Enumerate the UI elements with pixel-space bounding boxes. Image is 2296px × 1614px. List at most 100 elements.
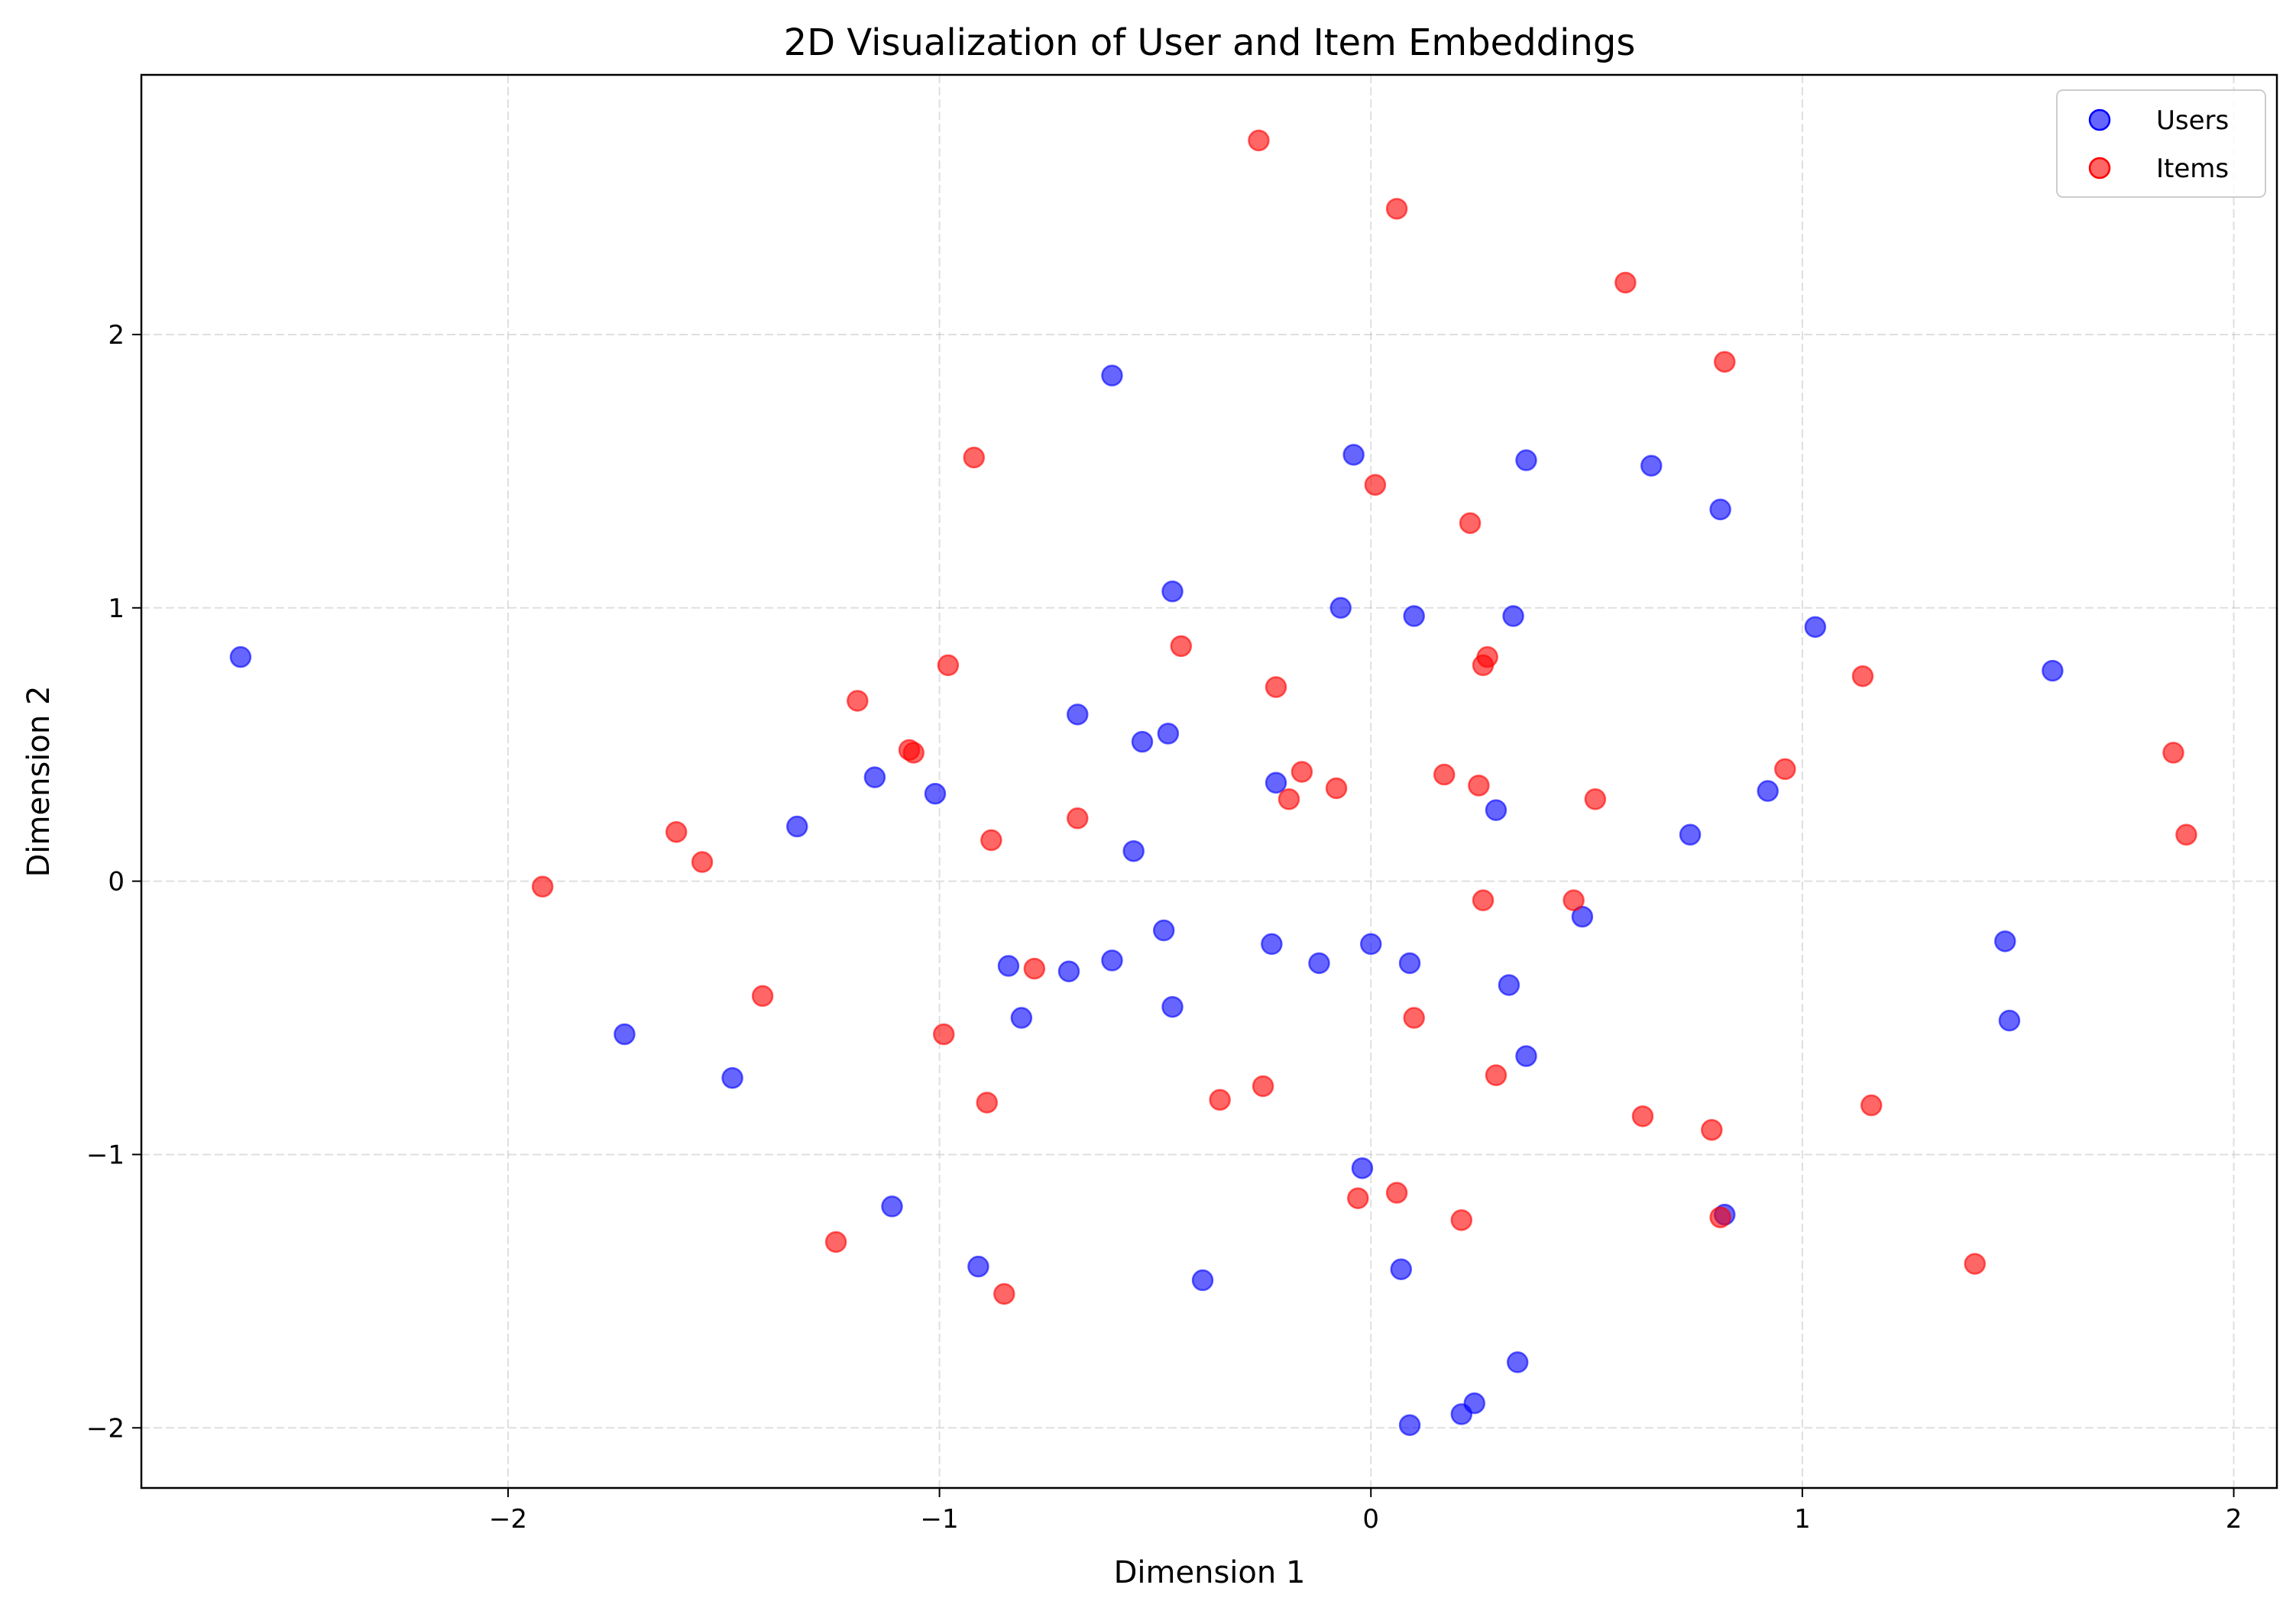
users-point — [2042, 659, 2064, 682]
items-point — [1964, 1253, 1986, 1275]
users-point — [1390, 1258, 1413, 1280]
items-point — [2162, 742, 2184, 764]
items-point — [691, 851, 714, 873]
y-axis-ticks: −2 −1 0 1 2 — [86, 320, 141, 1444]
y-tick-label: −2 — [86, 1413, 125, 1444]
items-point — [1170, 635, 1193, 658]
items-point — [1265, 676, 1287, 698]
users-point — [863, 766, 886, 788]
items-point — [1714, 351, 1736, 373]
grid-lines — [141, 75, 2277, 1488]
items-point — [1278, 788, 1300, 810]
users-point — [1998, 1009, 2021, 1032]
users-point — [1101, 949, 1123, 972]
items-point — [1450, 1209, 1473, 1231]
items-point — [1468, 775, 1490, 797]
users-point — [1359, 933, 1382, 956]
items-point — [1364, 474, 1387, 496]
x-tick-label: −1 — [921, 1504, 959, 1535]
users-point — [786, 815, 808, 838]
users-point — [1351, 1157, 1374, 1179]
items-point — [1563, 889, 1585, 911]
users-point — [1152, 919, 1175, 942]
legend-items-label: Items — [2156, 154, 2229, 184]
users-point — [1010, 1007, 1033, 1029]
items-point — [1290, 761, 1313, 783]
users-point — [614, 1023, 636, 1046]
chart-title: 2D Visualization of User and Item Embedd… — [784, 21, 1636, 64]
items-point — [751, 985, 774, 1008]
users-point — [1502, 605, 1524, 627]
users-point — [1101, 364, 1123, 387]
items-point — [976, 1092, 998, 1114]
items-point — [1701, 1118, 1723, 1141]
users-point — [1994, 930, 2016, 953]
y-tick-label: 1 — [108, 594, 125, 624]
x-tick-label: 2 — [2226, 1504, 2243, 1535]
legend: Users Items — [2056, 89, 2266, 198]
items-point — [1631, 1105, 1654, 1127]
users-point — [1506, 1351, 1529, 1373]
plot-points — [229, 129, 2197, 1436]
items-point — [665, 820, 688, 843]
users-point — [1398, 952, 1421, 975]
items-point — [531, 875, 554, 898]
y-axis-label: Dimension 2 — [21, 686, 57, 878]
items-point — [980, 829, 1002, 852]
y-tick-label: 2 — [108, 320, 125, 351]
users-point — [1757, 780, 1779, 802]
items-point — [1347, 1187, 1369, 1209]
legend-items-marker — [2088, 157, 2111, 180]
legend-users-marker — [2088, 108, 2111, 131]
users-point — [1191, 1269, 1214, 1292]
items-point — [902, 742, 925, 764]
users-point — [1161, 581, 1184, 603]
users-point — [1131, 730, 1154, 753]
y-tick-label: −1 — [86, 1140, 125, 1170]
users-point — [967, 1255, 989, 1278]
users-point — [1515, 1045, 1537, 1067]
users-point — [1640, 454, 1663, 477]
items-point — [847, 690, 869, 712]
users-point — [924, 782, 947, 805]
items-point — [1485, 1064, 1507, 1086]
items-point — [1248, 129, 1270, 152]
items-point — [1252, 1075, 1274, 1098]
items-point — [963, 446, 986, 469]
users-point — [1498, 974, 1520, 996]
users-point — [1157, 723, 1180, 745]
users-point — [721, 1066, 743, 1089]
users-point — [1329, 597, 1352, 619]
users-point — [1709, 498, 1731, 521]
users-point — [997, 955, 1020, 977]
items-point — [1385, 1182, 1408, 1204]
items-point — [937, 654, 960, 677]
items-point — [1403, 1007, 1425, 1029]
x-tick-label: 0 — [1362, 1504, 1379, 1535]
x-axis-ticks: −2 −1 0 1 2 — [489, 1488, 2242, 1535]
items-point — [1459, 512, 1482, 535]
users-point — [1067, 703, 1089, 726]
plot-area-frame — [140, 73, 2278, 1489]
items-point — [1860, 1094, 1883, 1117]
users-point — [1398, 1414, 1421, 1436]
items-point — [1023, 957, 1046, 980]
users-point — [1161, 995, 1184, 1018]
users-point — [1261, 933, 1283, 956]
users-point — [1342, 444, 1365, 466]
users-point — [1057, 960, 1080, 982]
items-point — [993, 1282, 1015, 1305]
y-tick-label: 0 — [108, 867, 125, 898]
legend-users-label: Users — [2156, 105, 2229, 136]
users-point — [1804, 616, 1827, 639]
items-point — [1851, 665, 1874, 687]
items-point — [1472, 889, 1495, 911]
users-point — [1122, 839, 1145, 862]
users-point — [1265, 771, 1287, 794]
items-point — [1584, 788, 1607, 810]
users-point — [229, 645, 252, 668]
items-point — [1209, 1088, 1231, 1111]
items-point — [1433, 763, 1456, 786]
